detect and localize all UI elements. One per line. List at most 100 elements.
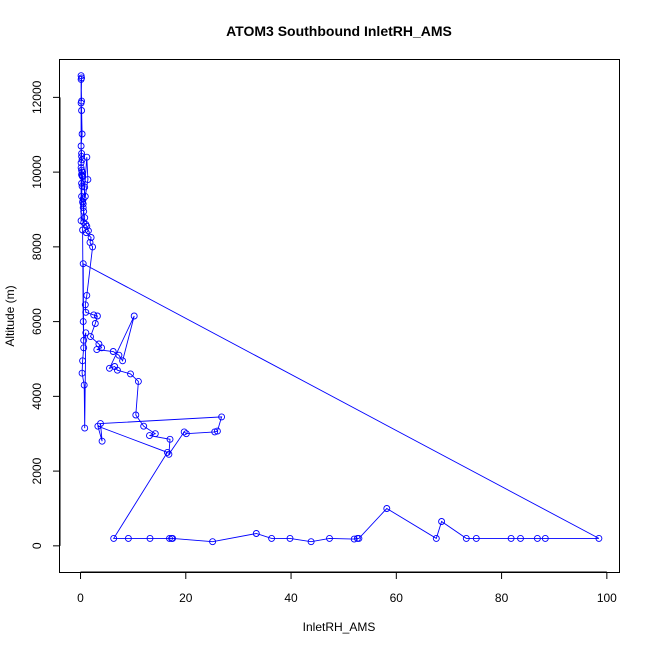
data-point xyxy=(78,130,86,138)
x-tick-label: 60 xyxy=(390,591,404,605)
data-point xyxy=(507,534,515,542)
data-point xyxy=(80,381,88,389)
data-point xyxy=(90,311,98,319)
data-point xyxy=(82,329,90,337)
data-point xyxy=(77,164,85,172)
data-point xyxy=(130,312,138,320)
data-point xyxy=(87,333,94,341)
data-point xyxy=(77,159,85,167)
data-point xyxy=(218,413,226,421)
data-point xyxy=(78,97,86,105)
data-point xyxy=(79,318,87,326)
data-point xyxy=(165,450,173,458)
data-point xyxy=(84,176,92,184)
data-point xyxy=(78,172,86,180)
data-point xyxy=(383,505,391,512)
data-point xyxy=(98,437,106,445)
data-point xyxy=(472,534,480,542)
data-point xyxy=(83,153,91,161)
data-point xyxy=(81,183,89,191)
data-point xyxy=(432,534,440,542)
y-tick-label: 12000 xyxy=(30,80,44,114)
data-point xyxy=(119,357,127,365)
data-point xyxy=(82,308,90,316)
x-tick-label: 0 xyxy=(77,591,84,605)
data-point xyxy=(80,336,88,344)
data-point xyxy=(78,107,86,114)
y-axis-label: Altitude (m) xyxy=(3,285,17,346)
data-point xyxy=(77,75,85,83)
data-point xyxy=(462,534,470,542)
y-axis: 0 2000 4000 6000 8000 10000 12000 xyxy=(30,80,61,549)
data-point xyxy=(91,320,99,327)
data-point xyxy=(213,427,221,435)
x-tick-label: 40 xyxy=(284,591,298,605)
data-point xyxy=(182,430,190,438)
data-point xyxy=(81,192,89,200)
data-point xyxy=(77,142,85,150)
data-point xyxy=(93,346,101,354)
data-point xyxy=(77,217,85,225)
data-point xyxy=(350,535,358,543)
data-point xyxy=(252,530,260,537)
data-point xyxy=(132,411,140,419)
data-point xyxy=(79,204,87,212)
data-point xyxy=(134,377,142,385)
data-point xyxy=(124,534,132,542)
data-point xyxy=(94,422,102,430)
data-point xyxy=(83,291,91,299)
data-point xyxy=(93,312,101,320)
data-point xyxy=(79,260,87,268)
data-point xyxy=(79,357,87,365)
data-point xyxy=(517,534,524,542)
data-point xyxy=(79,226,87,234)
y-tick-label: 10000 xyxy=(30,155,44,189)
data-point xyxy=(355,534,363,542)
data-point xyxy=(307,538,315,546)
data-point xyxy=(78,369,86,377)
x-tick-label: 20 xyxy=(179,591,193,605)
data-point xyxy=(89,243,97,251)
data-point xyxy=(163,448,171,456)
data-series-lines xyxy=(80,75,600,543)
data-point xyxy=(127,370,134,378)
data-point xyxy=(286,534,294,542)
data-point xyxy=(113,366,121,374)
y-tick-label: 6000 xyxy=(30,308,44,335)
x-axis-label: InletRH_AMS xyxy=(303,620,376,634)
data-point xyxy=(115,351,123,359)
y-tick-label: 8000 xyxy=(30,233,44,260)
plot-frame xyxy=(59,59,620,573)
data-point xyxy=(79,200,87,208)
data-point xyxy=(98,344,106,352)
data-point xyxy=(140,422,148,430)
data-point xyxy=(110,534,118,542)
data-point xyxy=(80,344,88,352)
data-point xyxy=(209,538,217,546)
data-point xyxy=(146,534,154,542)
data-point xyxy=(438,518,446,525)
data-point xyxy=(268,534,276,542)
data-point xyxy=(81,301,89,309)
data-point xyxy=(87,234,95,241)
data-point xyxy=(211,428,219,436)
data-point xyxy=(533,534,541,542)
data-point xyxy=(81,424,89,432)
x-tick-label: 80 xyxy=(495,591,509,605)
y-tick-label: 2000 xyxy=(30,457,44,484)
series-line xyxy=(80,75,600,543)
data-point xyxy=(541,534,549,542)
data-point xyxy=(180,428,188,436)
chart-title: ATOM3 Southbound InletRH_AMS xyxy=(226,23,452,39)
data-point xyxy=(166,435,174,443)
data-point xyxy=(169,534,177,542)
x-axis: 0 20 40 60 80 100 xyxy=(77,571,617,605)
data-point xyxy=(146,432,153,440)
data-series-points xyxy=(77,72,603,546)
y-tick-label: 0 xyxy=(30,542,44,549)
data-point xyxy=(109,348,117,355)
data-point xyxy=(595,534,603,542)
data-point xyxy=(166,534,173,542)
x-tick-label: 100 xyxy=(597,591,617,605)
